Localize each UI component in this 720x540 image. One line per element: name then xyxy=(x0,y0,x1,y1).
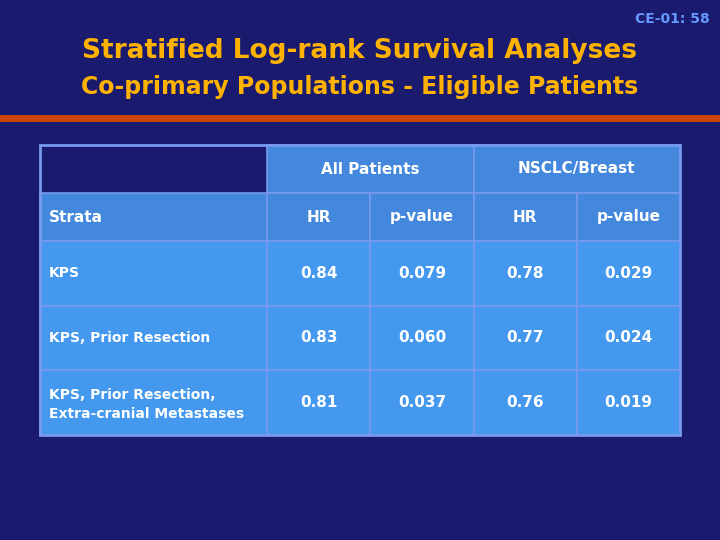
Text: 0.78: 0.78 xyxy=(506,266,544,281)
Text: 0.81: 0.81 xyxy=(300,395,338,410)
Text: 0.019: 0.019 xyxy=(604,395,652,410)
Text: 0.037: 0.037 xyxy=(398,395,446,410)
Text: 0.84: 0.84 xyxy=(300,266,338,281)
Text: KPS, Prior Resection: KPS, Prior Resection xyxy=(49,331,210,345)
Text: CE-01: 58: CE-01: 58 xyxy=(635,12,710,26)
Text: 0.76: 0.76 xyxy=(506,395,544,410)
Text: Stratified Log-rank Survival Analyses: Stratified Log-rank Survival Analyses xyxy=(83,38,637,64)
Text: 0.029: 0.029 xyxy=(604,266,652,281)
Text: All Patients: All Patients xyxy=(321,161,420,177)
Text: KPS: KPS xyxy=(49,266,80,280)
Text: Extra-cranial Metastases: Extra-cranial Metastases xyxy=(49,407,244,421)
Text: 0.060: 0.060 xyxy=(398,330,446,346)
Text: KPS, Prior Resection,: KPS, Prior Resection, xyxy=(49,388,215,402)
Text: Co-primary Populations - Eligible Patients: Co-primary Populations - Eligible Patien… xyxy=(81,75,639,99)
Text: 0.83: 0.83 xyxy=(300,330,338,346)
Text: p-value: p-value xyxy=(596,210,660,225)
Text: NSCLC/Breast: NSCLC/Breast xyxy=(518,161,636,177)
Text: HR: HR xyxy=(307,210,331,225)
Text: 0.079: 0.079 xyxy=(398,266,446,281)
Text: Strata: Strata xyxy=(49,210,103,225)
Text: HR: HR xyxy=(513,210,537,225)
Text: p-value: p-value xyxy=(390,210,454,225)
Text: 0.77: 0.77 xyxy=(506,330,544,346)
Text: 0.024: 0.024 xyxy=(604,330,652,346)
